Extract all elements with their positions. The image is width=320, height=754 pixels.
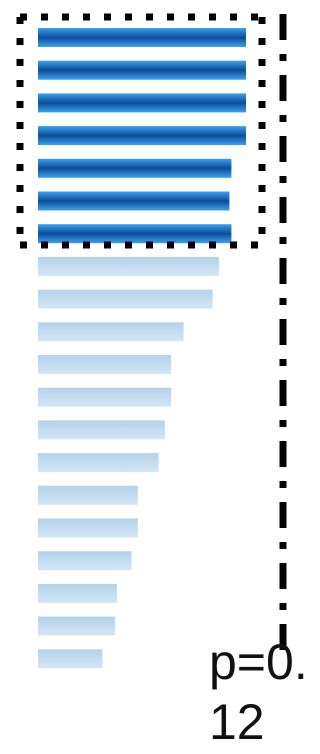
bar-faded xyxy=(38,289,213,309)
p-value-line-2: 12 xyxy=(209,694,265,750)
bar-highlighted xyxy=(38,158,232,178)
bar-highlighted xyxy=(38,60,246,80)
p-value-annotation: p=0. 12 xyxy=(209,632,308,752)
bar-faded xyxy=(38,355,172,374)
bar-highlighted xyxy=(38,93,246,113)
bar-faded xyxy=(38,616,115,636)
bar-faded xyxy=(38,256,219,276)
bar-highlighted xyxy=(38,191,230,211)
bar-highlighted xyxy=(38,126,246,146)
bar-faded xyxy=(38,583,117,603)
p-value-line-1: p=0. xyxy=(209,634,308,690)
bar-faded xyxy=(38,453,159,473)
bar-faded xyxy=(38,387,172,407)
bar-highlighted xyxy=(38,28,246,47)
bar-faded xyxy=(38,420,165,440)
bar-faded xyxy=(38,649,103,669)
bar-faded xyxy=(38,518,138,538)
bar-faded xyxy=(38,322,184,342)
bar-faded xyxy=(38,551,132,571)
bar-highlighted xyxy=(38,224,232,244)
bars-group xyxy=(38,28,246,669)
highlight-overlay xyxy=(16,13,287,660)
bar-faded xyxy=(38,485,138,505)
